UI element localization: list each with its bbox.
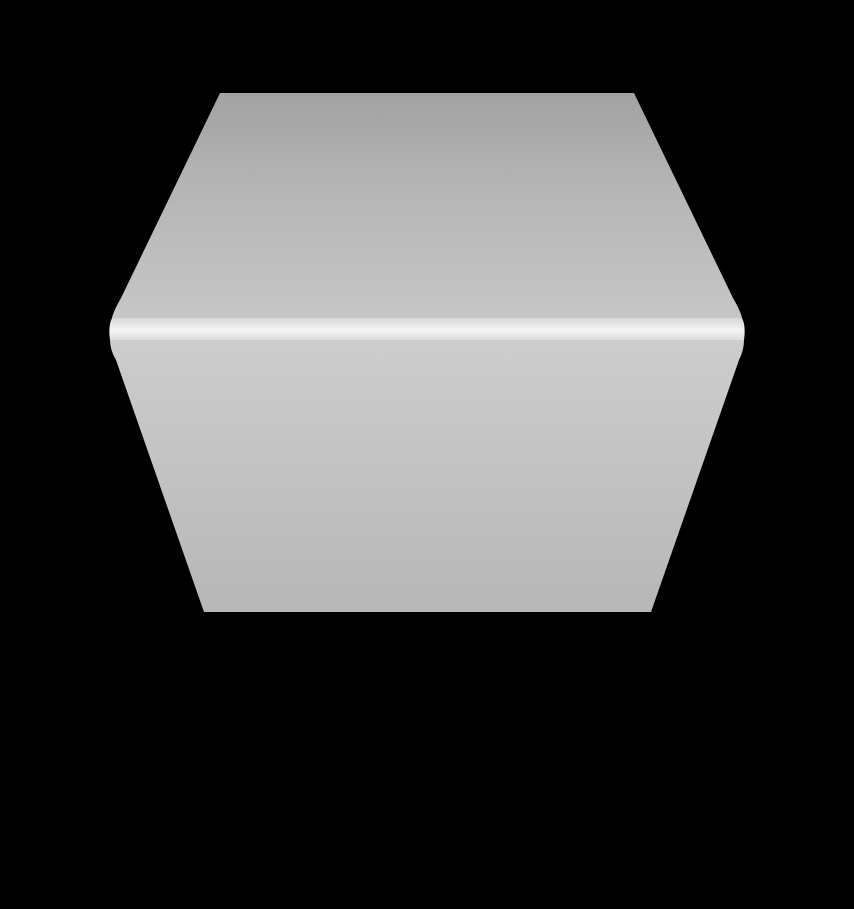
prism-bottom-face xyxy=(110,340,744,612)
prism-edge-highlight xyxy=(109,318,745,340)
prism-top-face xyxy=(112,93,742,318)
